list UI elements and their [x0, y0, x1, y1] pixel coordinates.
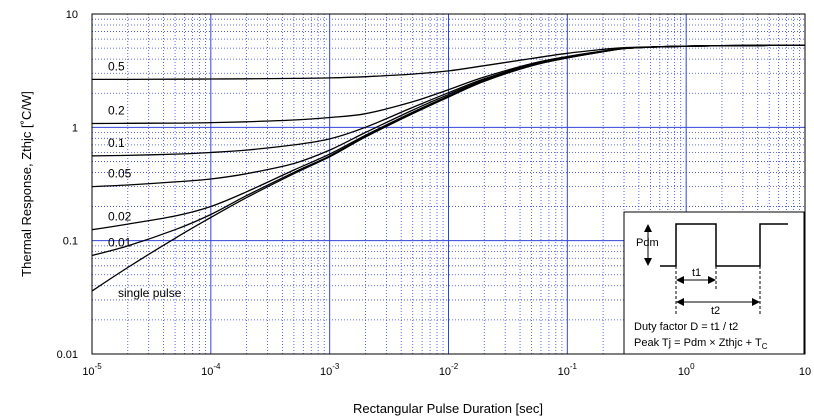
x-tick-exponent: -2 [451, 362, 459, 371]
x-tick-exponent: -1 [570, 362, 578, 371]
grid [91, 14, 805, 355]
curve-0_5 [91, 44, 806, 81]
y-axis-label: Thermal Response, Zthjc [˚C/W] [19, 91, 34, 277]
x-tick-base: 10 [678, 366, 690, 378]
y-tick-label: 10 [66, 9, 78, 21]
plot-frame [91, 13, 806, 355]
pulse-waveform [660, 223, 788, 267]
x-tick-label: 10-4 [201, 362, 221, 378]
x-tick-label: 10-1 [558, 362, 578, 378]
x-tick-base: 10 [799, 366, 811, 378]
duty-factor-formula: Duty factor D = t1 / t2 [634, 321, 738, 333]
inset-box [623, 211, 805, 355]
t1-arrowhead-left [676, 276, 684, 284]
x-tick-base: 10 [82, 366, 94, 378]
curve-label: 0.5 [108, 59, 125, 73]
x-tick-label: 10-2 [439, 362, 459, 378]
y-tick-label: 0.1 [63, 236, 78, 248]
curve-label: 0.1 [108, 136, 125, 150]
t1-arrowhead-right [708, 276, 716, 284]
t2-arrowhead-left [676, 298, 684, 306]
x-tick-exponent: -5 [95, 362, 103, 371]
y-tick-label: 0.01 [57, 349, 78, 361]
curves [91, 44, 806, 292]
curve-label: 0.02 [108, 210, 132, 224]
peak-tj-formula-main: Peak Tj = Pdm × Zthjc + T [634, 337, 762, 349]
x-tick-labels: 10-5 10-4 10-3 10-2 10-1 100 10 [82, 362, 811, 378]
x-tick-exponent: 0 [690, 362, 695, 371]
x-tick-label: 100 [678, 362, 695, 378]
x-tick-base: 10 [320, 366, 332, 378]
x-tick-exponent: -3 [332, 362, 340, 371]
pdm-arrowhead-up [644, 224, 652, 232]
y-tick-label: 1 [72, 122, 78, 134]
curve-label: 0.01 [108, 235, 132, 249]
t2-arrowhead-right [752, 298, 760, 306]
pdm-arrowhead-down [644, 258, 652, 266]
x-tick-exponent: -4 [213, 362, 221, 371]
t2-label: t2 [711, 305, 720, 317]
curve-label: 0.05 [108, 167, 132, 181]
curve-label: 0.2 [108, 104, 125, 118]
peak-tj-formula: Peak Tj = Pdm × Zthjc + TC [634, 337, 768, 351]
y-tick-labels: 0.01 0.1 1 10 [57, 9, 78, 361]
x-tick-base: 10 [201, 366, 213, 378]
t1-label: t1 [692, 267, 701, 279]
x-tick-label: 10-3 [320, 362, 340, 378]
curve-labels: single pulse 0.01 0.02 0.05 0.1 0.2 0.5 [108, 59, 182, 300]
x-axis-label: Rectangular Pulse Duration [sec] [353, 401, 543, 416]
x-tick-base: 10 [439, 366, 451, 378]
x-tick-label: 10-5 [82, 362, 102, 378]
curve-label: single pulse [118, 286, 182, 300]
pdm-label: Pdm [636, 237, 659, 249]
x-tick-label: 10 [799, 366, 811, 378]
pulse-waveform-inset: Pdm t1 t2 Duty factor D = t1 / t2 Peak T… [623, 211, 805, 355]
peak-tj-formula-subscript: C [762, 342, 768, 351]
x-tick-base: 10 [558, 366, 570, 378]
